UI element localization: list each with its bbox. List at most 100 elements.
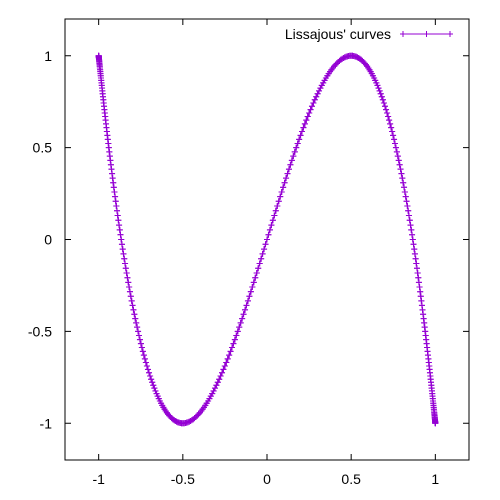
series-point [113, 203, 120, 210]
series-point [140, 352, 147, 359]
series-point [410, 241, 417, 248]
series-point [151, 385, 158, 392]
series-point [124, 274, 131, 281]
series-point [408, 226, 415, 233]
series-point [388, 124, 395, 131]
series-point [147, 373, 154, 380]
series-point [417, 293, 424, 300]
series-point [421, 319, 428, 326]
series-point [378, 93, 385, 100]
series-point [280, 184, 287, 191]
series-point [131, 311, 138, 318]
series-point [153, 390, 160, 397]
series-point [247, 288, 254, 295]
series-point [405, 212, 412, 219]
series-point [266, 226, 273, 233]
series-point [121, 255, 128, 262]
series-point [139, 348, 146, 355]
series-point [137, 340, 144, 347]
series-point [391, 136, 398, 143]
series-point [275, 198, 282, 205]
series-point [392, 144, 399, 151]
series-point [152, 387, 159, 394]
series-point [293, 144, 300, 151]
series-point [221, 362, 228, 369]
series-point [146, 369, 153, 376]
series-point [343, 53, 350, 60]
x-tick-label: -0.5 [171, 471, 195, 487]
series-point [249, 284, 256, 291]
series-point [224, 355, 231, 362]
series-point [375, 85, 382, 92]
series-point [401, 184, 408, 191]
series-point [310, 99, 317, 106]
series-point [303, 117, 310, 124]
series-point [418, 297, 425, 304]
series-point [227, 348, 234, 355]
series-point [421, 324, 428, 331]
series-point [136, 336, 143, 343]
series-point [237, 319, 244, 326]
series-point [265, 231, 272, 238]
series-point [384, 110, 391, 117]
series-point [264, 236, 270, 243]
series-point [209, 390, 216, 397]
series-point [269, 217, 276, 224]
series-point [396, 161, 403, 168]
series-point [125, 279, 132, 286]
series-point [255, 265, 262, 272]
legend-marker [447, 31, 453, 37]
series-point [393, 148, 400, 155]
series-point [217, 373, 224, 380]
series-point [211, 385, 218, 392]
series-point [407, 222, 414, 229]
series-point [130, 306, 137, 313]
series-point [122, 265, 129, 272]
series-point [374, 82, 381, 89]
series-point [144, 366, 151, 373]
series-point [233, 332, 240, 339]
series-point [290, 153, 297, 160]
series-point [253, 269, 260, 276]
series-point [405, 207, 412, 214]
series-point [258, 255, 265, 262]
series-point [240, 311, 247, 318]
series-point [110, 184, 117, 191]
series-point [110, 179, 117, 186]
series-point [288, 157, 295, 164]
series-point [230, 340, 237, 347]
series-point [317, 85, 324, 92]
series-point [417, 288, 424, 295]
series-point [244, 297, 251, 304]
series-point [252, 274, 259, 281]
series-point [413, 265, 420, 272]
series-point [307, 106, 314, 113]
series-point [386, 117, 393, 124]
series-point [311, 96, 318, 103]
series-point [418, 302, 425, 309]
y-tick-label: 0 [44, 232, 52, 248]
series-point [390, 132, 397, 139]
series-point [287, 161, 294, 168]
series-point [409, 231, 416, 238]
series-point [422, 328, 429, 335]
series-point [106, 153, 113, 160]
series-point [231, 336, 238, 343]
series-point [389, 128, 396, 135]
series-point [256, 260, 263, 267]
series-point [229, 344, 235, 351]
series-point [285, 166, 292, 173]
series-point [387, 120, 394, 127]
series-point [243, 302, 250, 309]
series-point [106, 148, 113, 155]
series-lissajous [95, 52, 439, 427]
series-point [399, 175, 406, 182]
series-point [379, 96, 386, 103]
series-point [394, 153, 401, 160]
x-tick-label: -1 [92, 471, 105, 487]
y-tick-label: -0.5 [28, 323, 52, 339]
series-point [213, 382, 220, 389]
series-point [406, 217, 413, 224]
series-point [107, 161, 114, 168]
series-point [242, 306, 249, 313]
